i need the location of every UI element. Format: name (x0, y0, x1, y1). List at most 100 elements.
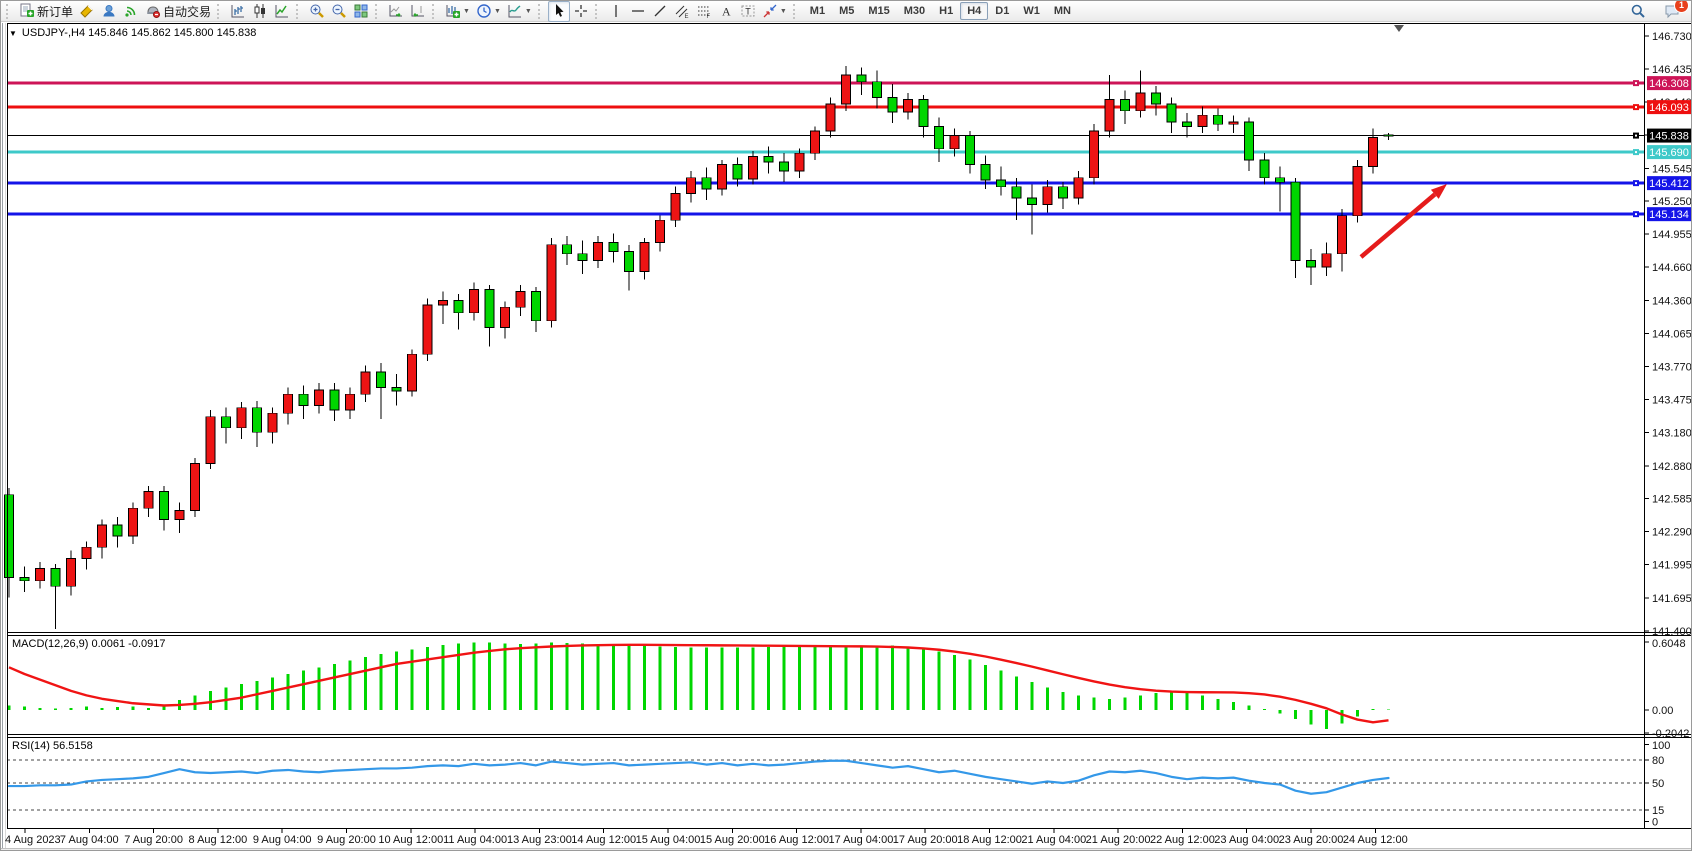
price-badge-label: 146.308 (1649, 78, 1689, 90)
candle (903, 92, 913, 120)
candle (329, 383, 340, 422)
text-label-button[interactable]: T (737, 1, 759, 22)
crosshair-button[interactable] (570, 1, 592, 22)
candle (376, 363, 386, 419)
templates-icon (508, 5, 521, 18)
candle (965, 130, 975, 174)
candle (1073, 171, 1084, 205)
vertical-line-button[interactable] (605, 1, 627, 22)
timeframe-m1-button[interactable]: M1 (809, 5, 826, 17)
candle-body (345, 393, 355, 411)
horizontal-line-button[interactable] (627, 1, 649, 22)
candle-body (190, 463, 200, 511)
toolbar-separator (375, 3, 381, 19)
candle-body (593, 242, 603, 261)
auto-scroll-button[interactable] (385, 1, 407, 22)
fibonacci-retracement-button[interactable]: F (693, 1, 715, 22)
time-tick-label: 11 Aug 04:00 (443, 834, 507, 846)
trend-arrow-head[interactable] (1430, 184, 1447, 199)
toolbar-separator (296, 3, 302, 19)
search-button[interactable] (1627, 1, 1649, 22)
new-order-button[interactable]: 新订单 (16, 1, 76, 22)
new-order-label: 新订单 (37, 4, 74, 19)
candle (1104, 75, 1115, 138)
candle (1151, 86, 1161, 116)
chart-shift-button[interactable] (407, 1, 429, 22)
time-tick-label: 13 Aug 23:00 (507, 834, 572, 846)
candle (577, 240, 588, 274)
autotrading-button[interactable]: 自动交易 (142, 1, 214, 22)
signals-button[interactable] (120, 1, 142, 22)
periods-clock-button[interactable]: ▼ (473, 1, 504, 22)
candle-body (1027, 197, 1037, 205)
clock-icon (477, 4, 491, 18)
equidistant-channel-button[interactable]: E (671, 1, 693, 22)
price-tick-label: 143.475 (1652, 394, 1692, 406)
dropdown-caret-icon[interactable]: ▼ (524, 7, 532, 15)
candle-body (887, 96, 898, 113)
arrows-button[interactable]: ▼ (759, 1, 790, 22)
tile-windows-button[interactable] (350, 1, 372, 22)
candle (918, 95, 929, 138)
rsi-tick-label: 50 (1652, 778, 1664, 790)
candle-body (1089, 130, 1099, 179)
community-button[interactable] (98, 1, 120, 22)
candlestick-icon (254, 4, 266, 18)
timeframe-w1-button[interactable]: W1 (1023, 5, 1040, 17)
candle (1166, 97, 1177, 134)
candle (469, 282, 479, 321)
line-chart-button[interactable] (271, 1, 293, 22)
candle (980, 155, 991, 189)
timeframe-m5-button[interactable]: M5 (839, 5, 855, 17)
price-tick-label: 146.730 (1652, 31, 1692, 43)
text-button[interactable]: A (715, 1, 737, 22)
candle-body (562, 244, 572, 255)
timeframe-h4-button[interactable]: H4 (960, 2, 989, 20)
candle (438, 291, 448, 325)
metaeditor-button[interactable] (76, 1, 98, 22)
notifications-button[interactable]: 1 (1661, 1, 1689, 22)
candle-body (732, 163, 743, 180)
timeframe-mn-button[interactable]: MN (1053, 5, 1071, 17)
channel-icon: E (675, 5, 688, 19)
chart-shift-marker[interactable] (1394, 25, 1404, 32)
trendline-button[interactable] (649, 1, 671, 22)
dropdown-caret-icon[interactable]: ▼ (779, 7, 787, 15)
timeframe-m30-button[interactable]: M30 (903, 5, 926, 17)
candle-body (670, 193, 681, 221)
vline-icon (615, 5, 617, 17)
candle-body (35, 568, 45, 582)
price-tick-label: 144.955 (1652, 229, 1692, 241)
zoom-out-button[interactable] (328, 1, 350, 22)
candle (112, 517, 123, 548)
price-tick-label: 141.695 (1652, 593, 1692, 605)
candle (732, 157, 743, 187)
zoom-in-button[interactable] (306, 1, 328, 22)
candle (639, 238, 650, 280)
one-click-trading-toggle[interactable]: ▼ (9, 28, 17, 38)
candle-body (748, 156, 758, 180)
timeframe-d1-button[interactable]: D1 (995, 5, 1010, 17)
bar-chart-button[interactable] (227, 1, 249, 22)
candle (686, 171, 696, 203)
candle (825, 97, 836, 138)
new-chart-button[interactable]: ▼ (442, 1, 473, 22)
cursor-button[interactable] (547, 1, 570, 22)
candle-body (174, 510, 185, 520)
candle-body (965, 134, 975, 165)
candle (35, 561, 45, 589)
dropdown-caret-icon[interactable]: ▼ (493, 7, 501, 15)
candlestick-chart-button[interactable] (249, 1, 271, 22)
dropdown-caret-icon[interactable]: ▼ (463, 7, 470, 15)
price-badge-label: 146.093 (1649, 102, 1689, 114)
timeframe-m15-button[interactable]: M15 (868, 5, 890, 17)
candle (267, 407, 278, 444)
timeframe-h1-button[interactable]: H1 (939, 5, 954, 17)
candle-body (1213, 114, 1223, 125)
candle (779, 153, 789, 183)
trend-arrow-annotation[interactable] (1359, 192, 1437, 259)
templates-button[interactable]: ▼ (504, 1, 535, 22)
candle-body (1011, 186, 1022, 199)
time-tick-label: 24 Aug 12:00 (1343, 834, 1408, 846)
price-tick-label: 142.880 (1652, 461, 1692, 473)
